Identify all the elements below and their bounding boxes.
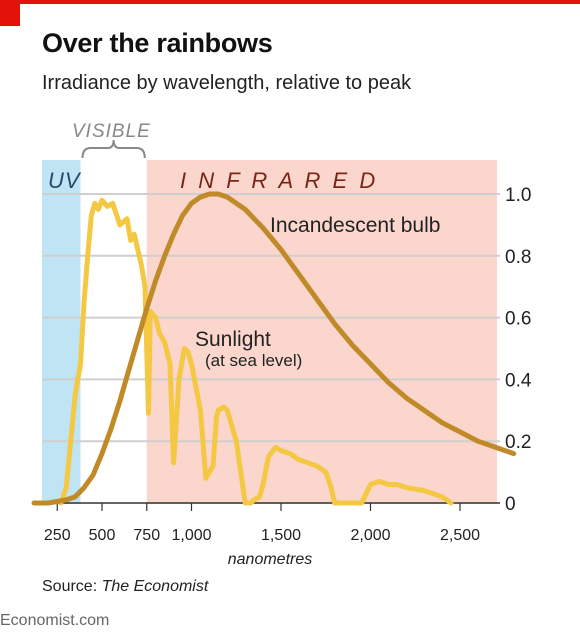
y-tick-label-1: 0.2	[505, 432, 531, 453]
x-tick-label-2: 750	[133, 527, 160, 544]
visible-bracket	[81, 139, 146, 159]
series-line-incandescent-bulb	[31, 191, 517, 506]
brand-footer: Economist.com	[0, 612, 110, 629]
chart-title: Over the rainbows	[42, 28, 273, 58]
series-sublabel-sunlight: (at sea level)	[205, 351, 302, 370]
uv-label: UV	[48, 168, 82, 193]
y-tick-label-5: 1.0	[505, 185, 531, 206]
series-label-sunlight: Sunlight	[195, 328, 271, 351]
source-name: The Economist	[101, 578, 209, 595]
chart-subtitle: Irradiance by wavelength, relative to pe…	[42, 72, 412, 94]
y-tick-label-3: 0.6	[505, 309, 531, 330]
x-tick-label-0: 250	[44, 527, 71, 544]
x-tick-label-4: 1,500	[261, 527, 301, 544]
y-tick-label-4: 0.8	[505, 247, 531, 268]
y-tick-label-2: 0.4	[505, 370, 532, 391]
x-tick-label-5: 2,000	[350, 527, 390, 544]
x-tick-label-3: 1,000	[171, 527, 211, 544]
x-axis-title: nanometres	[228, 551, 313, 568]
y-tick-label-0: 0	[505, 494, 516, 515]
band-uv	[42, 160, 81, 504]
x-tick-label-1: 500	[89, 527, 116, 544]
source-label: Source:	[42, 578, 102, 595]
source-note: Source: The Economist	[42, 578, 208, 596]
brand-tag	[0, 4, 20, 26]
series-label-incandescent-bulb: Incandescent bulb	[270, 214, 440, 237]
accent-bar	[0, 0, 580, 4]
infrared-label: I N F R A R E D	[180, 168, 378, 193]
x-tick-label-6: 2,500	[440, 527, 480, 544]
visible-label: VISIBLE	[72, 121, 151, 142]
